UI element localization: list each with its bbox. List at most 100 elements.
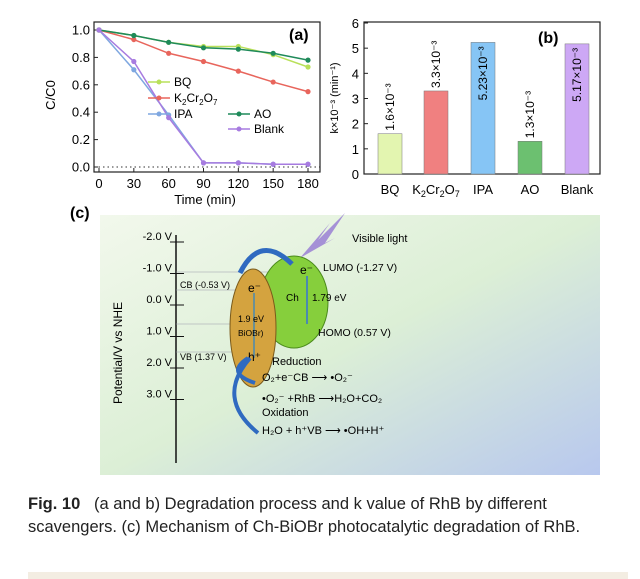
y-axis-label: C/C0: [43, 80, 58, 110]
potential-tick-label: 0.0 V: [146, 294, 172, 306]
equation-3: H₂O + h⁺VB ⟶ •OH+H⁺: [262, 425, 385, 437]
data-point-Blank: [235, 160, 241, 166]
x-tick-label: 60: [161, 176, 175, 191]
x-tick-label: 90: [196, 176, 210, 191]
y-axis-label-b: k×10⁻³ (min⁻¹): [329, 62, 341, 133]
equation-1: O₂+e⁻CB ⟶ •O₂⁻: [262, 372, 353, 384]
potential-tick-label: -1.0 V: [143, 263, 173, 275]
lumo-label: LUMO (-1.27 V): [323, 262, 397, 274]
bar-K2Cr2O7: [423, 90, 449, 175]
legend-marker: [156, 111, 162, 117]
x-tick-label: 0: [95, 176, 102, 191]
potential-tick-label: 3.0 V: [146, 389, 172, 401]
data-point-IPA: [131, 67, 137, 73]
biobr-hole: h⁺: [248, 350, 261, 364]
biobr-ellipse: [229, 268, 277, 388]
ch-label: Ch: [286, 293, 299, 304]
x-tick-label-Blank: Blank: [561, 182, 594, 197]
bar-value-label: 1.6×10⁻³: [383, 83, 397, 130]
y-tick-label: 0.4: [72, 105, 90, 120]
y-tick-label: 6: [352, 16, 359, 31]
x-axis-label: Time (min): [174, 192, 236, 207]
y-tick-label: 4: [352, 66, 359, 81]
equation-2: •O₂⁻ +RhB ⟶H₂O+CO₂: [262, 393, 382, 405]
homo-label: HOMO (0.57 V): [318, 327, 391, 339]
data-point-K2Cr2O7: [270, 79, 276, 85]
x-tick-label: 150: [262, 176, 284, 191]
legend-label-AO: AO: [254, 107, 271, 121]
y-tick-label: 2: [352, 117, 359, 132]
x-tick-label: 30: [127, 176, 141, 191]
data-point-AO: [270, 50, 276, 56]
data-point-AO: [305, 57, 311, 63]
caption-text: (a and b) Degradation process and k valu…: [28, 495, 581, 536]
cb-label: CB (-0.53 V): [180, 280, 230, 290]
x-tick-label-K2Cr2O7: K2Cr2O7: [412, 182, 460, 199]
data-point-Blank: [270, 161, 276, 167]
x-tick-label: 180: [297, 176, 319, 191]
bar-IPA: [470, 42, 496, 175]
data-point-K2Cr2O7: [166, 50, 172, 56]
potential-tick-label: -2.0 V: [143, 231, 173, 243]
data-point-K2Cr2O7: [235, 68, 241, 74]
x-tick-label-AO: AO: [521, 182, 540, 197]
legend-marker: [236, 126, 242, 132]
y-tick-label: 0.0: [72, 160, 90, 175]
x-tick-label: 120: [227, 176, 249, 191]
legend-label-BQ: BQ: [174, 75, 191, 89]
bar-Blank: [564, 43, 590, 175]
panel-c-mechanism: (c) -2.0 V -1.0 V 0.0 V 1.0 V 2.0 V 3.0 V Pot…: [70, 205, 600, 475]
data-point-Blank: [96, 27, 102, 33]
lightning-icon: [300, 213, 345, 258]
y-tick-label: 3: [352, 92, 359, 107]
vb-label: VB (1.37 V): [180, 352, 227, 362]
legend-label-IPA: IPA: [174, 107, 192, 121]
biobr-electron: e⁻: [248, 281, 261, 295]
legend-marker: [156, 79, 162, 85]
legend-marker: [236, 111, 242, 117]
y-tick-label: 1: [352, 142, 359, 157]
y-tick-label: 1.0: [72, 23, 90, 38]
legend-label-Blank: Blank: [254, 122, 285, 136]
potential-axis-label: Potential/V vs NHE: [111, 302, 125, 404]
legend-marker: [156, 95, 162, 101]
visible-light-label: Visible light: [352, 233, 407, 245]
legend-label-K2Cr2O7: K2Cr2O7: [174, 91, 218, 107]
bar-BQ: [377, 133, 403, 175]
electron-transfer-arrow: [237, 247, 294, 275]
ch-electron: e⁻: [300, 263, 313, 277]
biobr-gap: 1.9 eV: [238, 314, 264, 324]
data-point-K2Cr2O7: [200, 58, 207, 65]
data-point-AO: [235, 46, 241, 52]
bar-value-label: 1.3×10⁻³: [523, 91, 537, 138]
x-tick-label-IPA: IPA: [473, 182, 493, 197]
reduction-label: Reduction: [272, 356, 322, 368]
data-point-Blank: [305, 161, 311, 167]
diagram-background: [100, 215, 600, 475]
data-point-Blank: [200, 160, 207, 166]
panel-c-label: (c): [70, 205, 90, 222]
potential-tick-label: 2.0 V: [146, 357, 172, 369]
bar-value-label: 5.23×10⁻³: [476, 46, 490, 100]
reaction-arrows: [232, 356, 260, 435]
ch-gap: 1.79 eV: [312, 293, 347, 304]
y-tick-label: 0.6: [72, 77, 90, 92]
y-tick-label: 0.2: [72, 132, 90, 147]
panel-b-label: (b): [538, 30, 558, 47]
oxidation-label: Oxidation: [262, 407, 308, 419]
y-tick-label: 5: [352, 41, 359, 56]
y-tick-label: 0: [352, 167, 359, 182]
data-point-AO: [200, 45, 207, 51]
data-point-Blank: [131, 58, 137, 65]
plot-frame: [93, 21, 321, 173]
data-point-Blank: [166, 115, 172, 121]
figure-caption: Fig. 10 (a and b) Degradation process an…: [28, 493, 628, 539]
biobr-label: BiOBr): [238, 328, 264, 338]
bar-value-label: 5.17×10⁻³: [570, 48, 584, 102]
data-point-AO: [131, 32, 137, 39]
panel-a-label: (a): [289, 27, 309, 44]
potential-tick-label: 1.0 V: [146, 326, 172, 338]
figure-number: Fig. 10: [28, 495, 81, 513]
bar-value-label: 3.3×10⁻³: [429, 41, 443, 88]
